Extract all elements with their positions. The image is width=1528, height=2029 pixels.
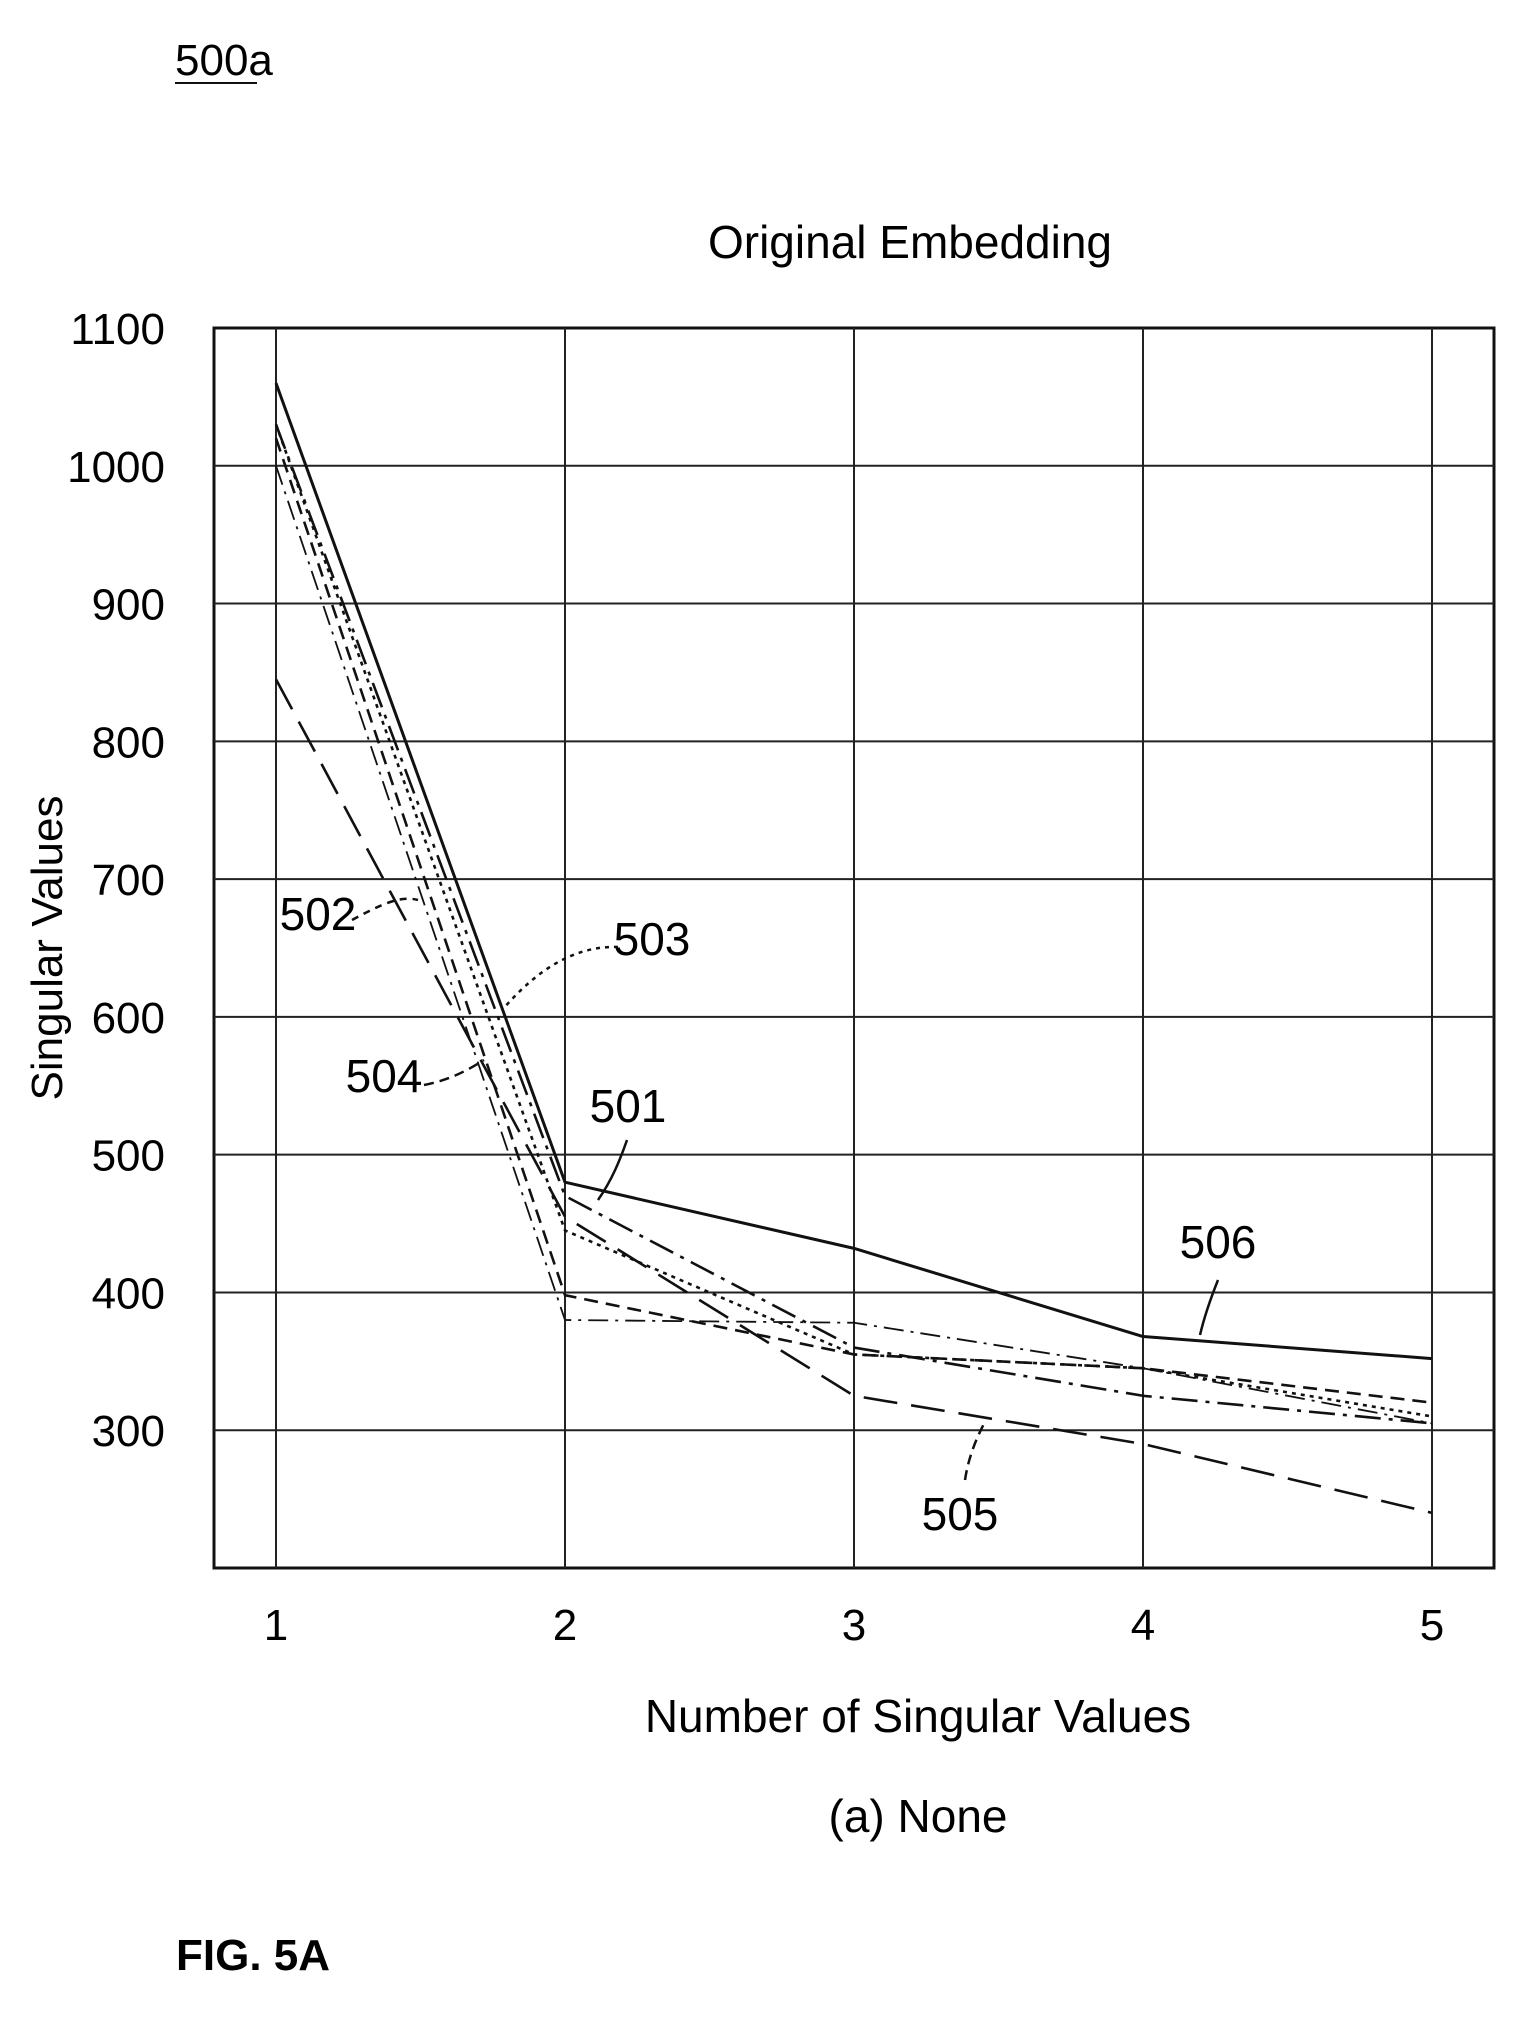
figure-caption: FIG. 5A [176, 1931, 330, 1980]
callout-label-501: 501 [590, 1080, 667, 1132]
series-annotations: 501 502 503 504 505 506 [280, 888, 1257, 1540]
series-line-501 [274, 423, 1433, 1425]
y-tick-label: 400 [92, 1269, 165, 1318]
subcaption: (a) None [829, 1790, 1008, 1842]
figure-ref: 500a [175, 36, 273, 85]
chart-title: Original Embedding [708, 216, 1112, 268]
x-tick-label: 5 [1420, 1601, 1444, 1650]
series-line-504 [274, 437, 1433, 1404]
y-tick-labels: 300 400 500 600 700 800 900 1000 1100 [67, 305, 165, 1456]
callout-label-503: 503 [614, 913, 691, 965]
x-tick-label: 1 [264, 1601, 288, 1650]
callout-label-505: 505 [922, 1488, 999, 1540]
series-lines [274, 382, 1433, 1515]
y-tick-label: 1000 [67, 443, 165, 492]
callout-leader-502 [351, 897, 419, 922]
y-tick-label: 700 [92, 856, 165, 905]
callout-leader-504 [423, 1058, 485, 1087]
callout-leader-503 [501, 945, 619, 1011]
y-tick-label: 900 [92, 581, 165, 630]
gridlines [214, 328, 1494, 1568]
y-tick-label: 1100 [70, 305, 165, 354]
x-tick-label: 4 [1131, 1601, 1155, 1650]
y-tick-label: 600 [92, 994, 165, 1043]
y-tick-label: 800 [92, 718, 165, 767]
callout-label-506: 506 [1180, 1216, 1257, 1268]
callout-leader-505 [963, 1419, 988, 1481]
callout-label-504: 504 [346, 1050, 423, 1102]
x-axis-label: Number of Singular Values [645, 1690, 1191, 1742]
x-tick-labels: 1 2 3 4 5 [264, 1601, 1444, 1650]
x-tick-label: 2 [553, 1601, 577, 1650]
callout-leader-501 [596, 1139, 629, 1201]
x-tick-label: 3 [842, 1601, 866, 1650]
y-axis-label: Singular Values [23, 796, 72, 1101]
series-line-506 [274, 382, 1433, 1361]
y-tick-label: 500 [92, 1132, 165, 1181]
y-tick-label: 300 [92, 1407, 165, 1456]
callout-leader-506 [1198, 1279, 1220, 1336]
callout-label-502: 502 [280, 888, 357, 940]
series-line-505 [274, 678, 1433, 1515]
